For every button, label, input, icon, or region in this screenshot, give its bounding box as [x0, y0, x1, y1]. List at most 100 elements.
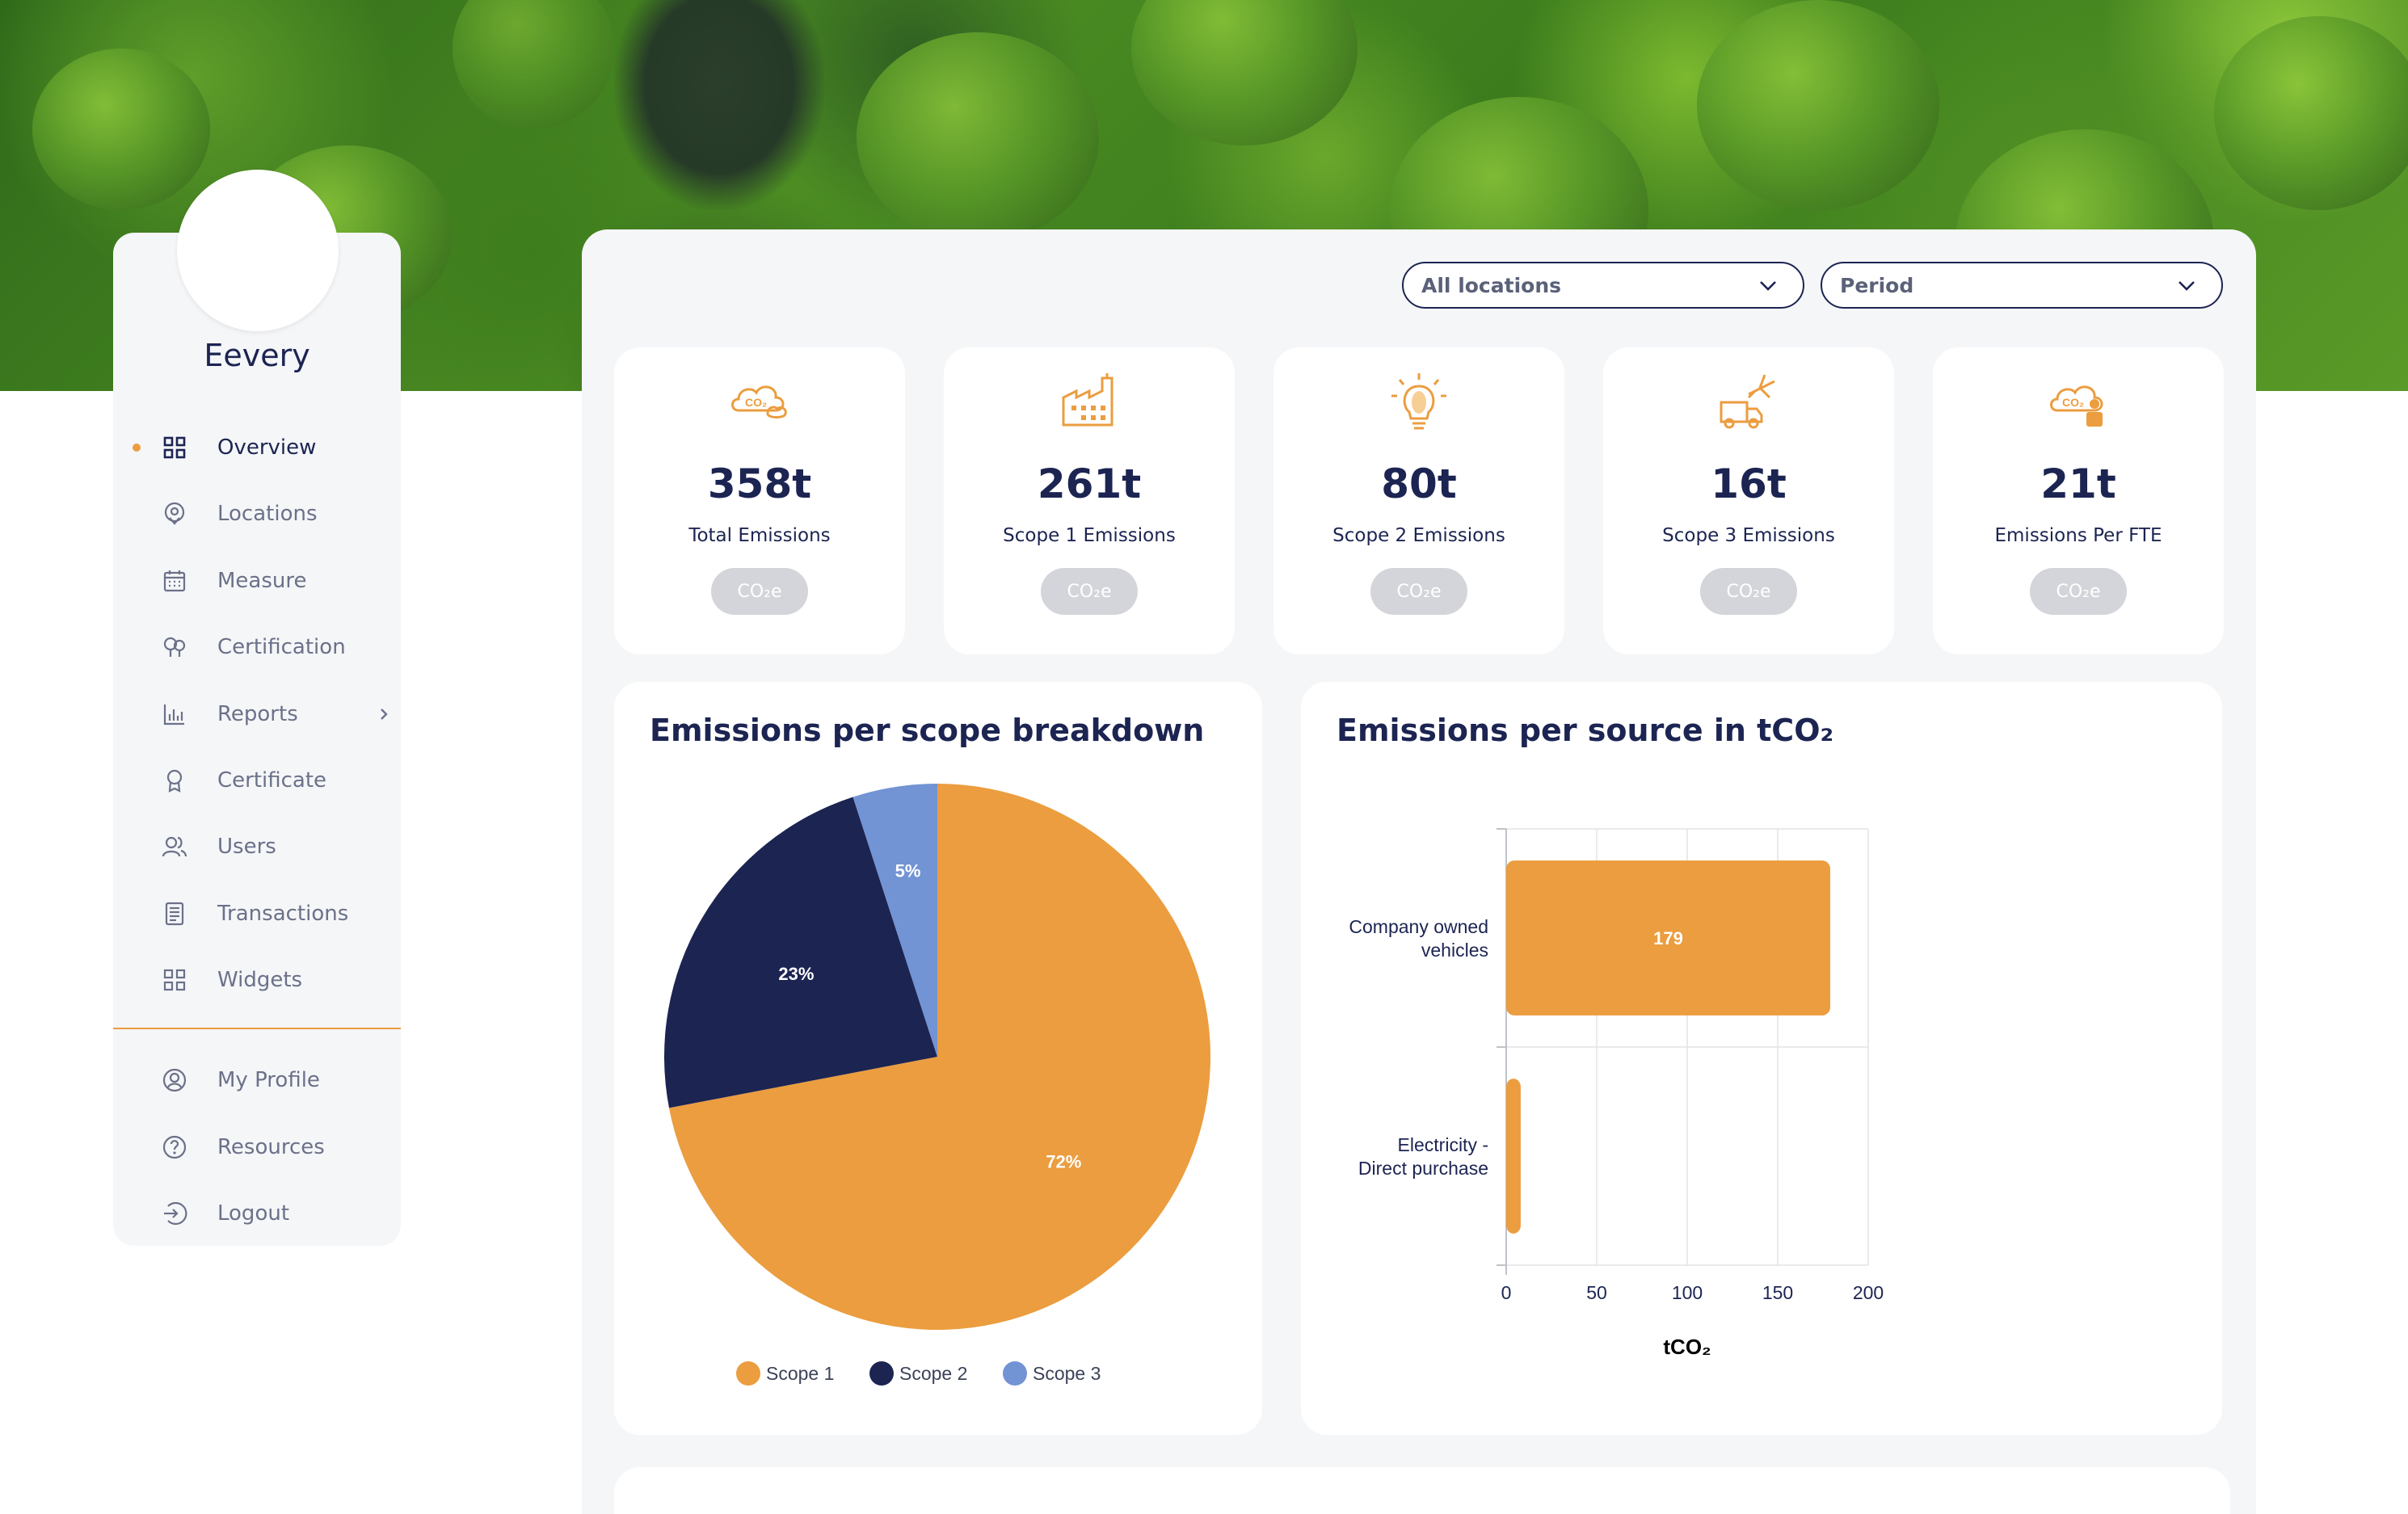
truck-plane-icon	[1720, 374, 1775, 429]
sidebar-item-label: Certificate	[217, 768, 327, 793]
co2-person-icon: CO₂	[2050, 385, 2103, 427]
pie-data-label: 5%	[895, 861, 921, 881]
company-avatar[interactable]	[177, 170, 339, 331]
river-shadow	[614, 0, 824, 210]
chevron-down-icon	[1760, 281, 1776, 291]
chevron-down-icon	[2179, 281, 2195, 291]
grid-icon	[163, 436, 186, 459]
logout-icon	[164, 1201, 187, 1226]
grid-icon	[163, 969, 186, 991]
sidebar-item-label: Resources	[217, 1135, 325, 1159]
sidebar-item-certificate[interactable]: Certificate	[113, 756, 401, 805]
y-category-label: Company owned	[1349, 916, 1488, 937]
pie-slice-scope-3	[852, 784, 937, 1057]
unit-badge: CO₂e	[1700, 568, 1797, 615]
pie-data-label: 72%	[1046, 1151, 1081, 1171]
bar-data-label: 179	[1653, 928, 1683, 948]
unit-badge: CO₂e	[1370, 568, 1467, 615]
sidebar-item-label: Users	[217, 835, 276, 859]
x-tick-label: 150	[1762, 1282, 1793, 1303]
help-circle-icon	[162, 1135, 187, 1159]
kpi-card-per-fte: CO₂ 21t Emissions Per FTE CO₂e	[1933, 347, 2224, 654]
lower-widget-card	[614, 1467, 2230, 1514]
unit-badge: CO₂e	[2030, 568, 2127, 615]
kpi-label: Scope 3 Emissions	[1662, 525, 1835, 546]
kpi-card-scope1: 261t Scope 1 Emissions CO₂e	[944, 347, 1235, 654]
sidebar-item-label: Transactions	[217, 902, 349, 926]
sidebar-item-locations[interactable]: Locations	[113, 490, 401, 538]
legend-label: Scope 2	[899, 1363, 967, 1384]
bar-chart-icon	[163, 704, 184, 725]
kpi-label: Emissions Per FTE	[1994, 525, 2162, 546]
bar	[1506, 860, 1830, 1016]
svg-text:CO₂: CO₂	[745, 396, 767, 409]
kpi-card-total: CO₂ 358t Total Emissions CO₂e	[614, 347, 905, 654]
company-name: Eevery	[204, 338, 310, 373]
location-select-value: All locations	[1421, 273, 1561, 297]
sidebar-item-label: Locations	[217, 502, 318, 526]
sidebar-item-reports[interactable]: Reports	[113, 690, 401, 738]
kpi-value: 261t	[1037, 461, 1142, 507]
pie-slice-scope-2	[664, 797, 937, 1108]
y-category-label: Direct purchase	[1358, 1158, 1488, 1179]
kpi-value: 16t	[1711, 461, 1787, 507]
kpi-card-scope2: 80t Scope 2 Emissions CO₂e	[1273, 347, 1564, 654]
kpi-label: Total Emissions	[688, 525, 831, 546]
x-tick-label: 0	[1501, 1282, 1512, 1303]
kpi-value: 80t	[1381, 461, 1457, 507]
location-pin-icon	[164, 502, 185, 525]
period-select-value: Period	[1840, 273, 1914, 297]
legend-marker	[1003, 1361, 1027, 1386]
calendar-icon	[163, 570, 186, 592]
sidebar-item-label: Logout	[217, 1201, 290, 1226]
period-select[interactable]: Period	[1821, 262, 2223, 309]
legend-marker	[869, 1361, 894, 1386]
sidebar-divider	[113, 1028, 401, 1029]
pie-slice-scope-1	[668, 784, 1210, 1330]
sidebar-item-logout[interactable]: Logout	[113, 1189, 401, 1238]
receipt-icon	[165, 902, 184, 926]
chart-title: Emissions per scope breakdown	[650, 713, 1205, 748]
kpi-value: 21t	[2040, 461, 2116, 507]
award-icon	[166, 769, 183, 793]
kpi-label: Scope 1 Emissions	[1003, 525, 1176, 546]
y-category-label: vehicles	[1421, 940, 1488, 961]
sidebar-item-label: Overview	[217, 435, 317, 460]
sidebar-item-users[interactable]: Users	[113, 822, 401, 871]
sidebar-item-measure[interactable]: Measure	[113, 557, 401, 605]
user-circle-icon	[162, 1068, 187, 1092]
x-axis-label: tCO₂	[1663, 1335, 1711, 1359]
co2-cloud-icon: CO₂	[731, 385, 787, 418]
trees-icon	[163, 637, 186, 657]
sidebar-item-overview[interactable]: Overview	[113, 423, 401, 472]
unit-badge: CO₂e	[1041, 568, 1138, 615]
sidebar-item-label: Widgets	[217, 968, 303, 992]
active-indicator	[133, 444, 141, 452]
bar	[1506, 1079, 1521, 1234]
sidebar-item-label: My Profile	[217, 1068, 320, 1092]
sidebar-item-label: Certification	[217, 635, 346, 659]
pie-data-label: 23%	[778, 964, 814, 984]
x-tick-label: 100	[1672, 1282, 1703, 1303]
sidebar-item-resources[interactable]: Resources	[113, 1123, 401, 1171]
sidebar-item-my-profile[interactable]: My Profile	[113, 1056, 401, 1104]
sidebar-item-certification[interactable]: Certification	[113, 623, 401, 671]
users-icon	[162, 836, 187, 857]
chart-title: Emissions per source in tCO₂	[1337, 713, 1834, 748]
bar-chart: 0 50 100 150 200 179 Company owned vehicles Elec…	[1349, 828, 1884, 1359]
legend-marker	[736, 1361, 760, 1386]
legend-label: Scope 3	[1033, 1363, 1101, 1384]
kpi-label: Scope 2 Emissions	[1332, 525, 1505, 546]
sidebar-item-label: Measure	[217, 569, 307, 593]
legend-label: Scope 1	[766, 1363, 834, 1384]
kpi-value: 358t	[707, 461, 812, 507]
sidebar-item-transactions[interactable]: Transactions	[113, 889, 401, 938]
sidebar-item-label: Reports	[217, 702, 298, 726]
source-emissions-card: Emissions per source in tCO₂ 0 50 100 150 20…	[1301, 682, 2222, 1435]
pie-chart: 72% 23% 5% Scope 1 Scope 2 Scope 3	[664, 784, 1210, 1386]
lightbulb-icon	[1391, 373, 1446, 430]
chevron-right-icon[interactable]	[376, 706, 392, 722]
factory-icon	[1062, 373, 1113, 427]
sidebar-item-widgets[interactable]: Widgets	[113, 956, 401, 1004]
location-select[interactable]: All locations	[1402, 262, 1804, 309]
